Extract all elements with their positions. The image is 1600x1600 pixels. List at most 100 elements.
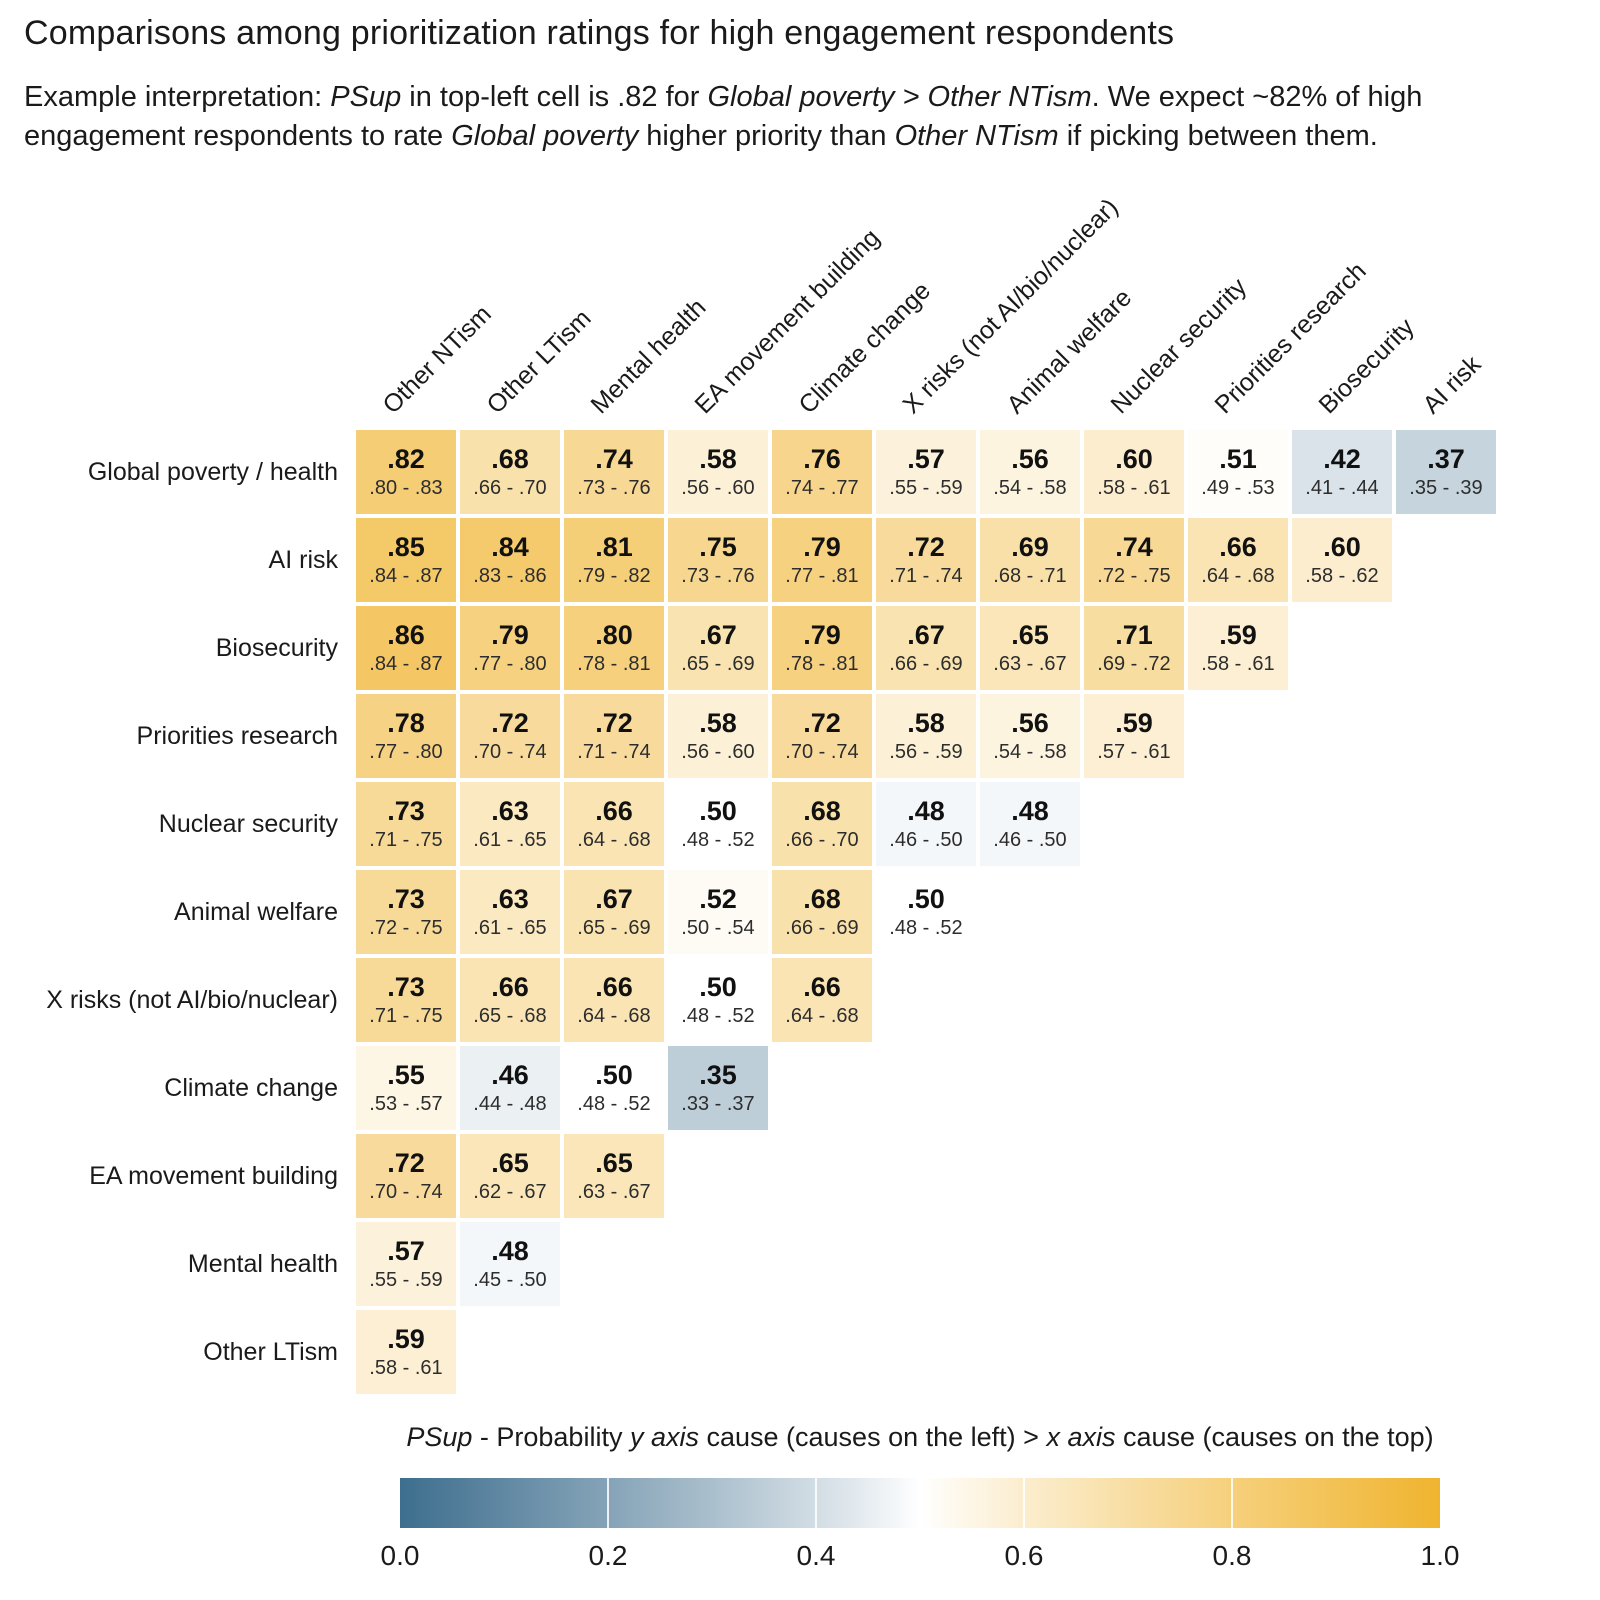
row-label: Other LTism [203, 1337, 338, 1366]
chart-title: Comparisons among prioritization ratings… [24, 14, 1175, 52]
text-segment: higher priority than [638, 120, 895, 152]
row-label: AI risk [268, 545, 338, 574]
cell-confidence-interval: .58 - .61 [369, 1357, 443, 1379]
heatmap-cell: .60 .58 - .62 [1292, 518, 1392, 602]
cell-confidence-interval: .77 - .80 [473, 653, 547, 675]
heatmap-cell: .68 .66 - .69 [772, 870, 872, 954]
legend-gradient [400, 1478, 1440, 1528]
cell-psup-value: .86 [387, 620, 425, 650]
cell-confidence-interval: .64 - .68 [785, 1005, 859, 1027]
heatmap-cell: .56 .54 - .58 [980, 694, 1080, 778]
heatmap-cell: .50 .48 - .52 [564, 1046, 664, 1130]
text-segment: cause (causes on the top) [1115, 1422, 1434, 1452]
heatmap-cell: .48 .46 - .50 [876, 782, 976, 866]
cell-confidence-interval: .69 - .72 [1097, 653, 1171, 675]
cell-confidence-interval: .70 - .74 [473, 741, 547, 763]
heatmap-cell: .51 .49 - .53 [1188, 430, 1288, 514]
cell-confidence-interval: .77 - .80 [369, 741, 443, 763]
cell-confidence-interval: .48 - .52 [681, 1005, 755, 1027]
cell-confidence-interval: .71 - .74 [577, 741, 651, 763]
heatmap-cell: .73 .71 - .75 [356, 782, 456, 866]
cell-confidence-interval: .77 - .81 [785, 565, 859, 587]
cell-confidence-interval: .68 - .71 [993, 565, 1067, 587]
heatmap-cell: .79 .78 - .81 [772, 606, 872, 690]
heatmap-cell: .66 .65 - .68 [460, 958, 560, 1042]
chart-subtitle: Example interpretation: PSup in top-left… [24, 78, 1556, 156]
heatmap-cell: .80 .78 - .81 [564, 606, 664, 690]
heatmap-cell: .66 .64 - .68 [772, 958, 872, 1042]
cell-confidence-interval: .58 - .61 [1097, 477, 1171, 499]
heatmap-grid: .82 .80 - .83 .68 .66 - .70 .74 .73 - .76 .58.… [356, 430, 1500, 1398]
cell-confidence-interval: .41 - .44 [1305, 477, 1379, 499]
cell-psup-value: .57 [907, 444, 945, 474]
cell-psup-value: .79 [803, 620, 841, 650]
cell-psup-value: .67 [595, 884, 633, 914]
legend-tick-mark [815, 1478, 817, 1528]
row-label: Mental health [187, 1249, 338, 1278]
heatmap-cell: .57 .55 - .59 [356, 1222, 456, 1306]
cell-psup-value: .50 [907, 884, 945, 914]
cell-confidence-interval: .73 - .76 [577, 477, 651, 499]
cell-psup-value: .56 [1011, 708, 1049, 738]
cell-psup-value: .50 [699, 796, 737, 826]
cell-confidence-interval: .61 - .65 [473, 917, 547, 939]
cell-confidence-interval: .70 - .74 [785, 741, 859, 763]
legend-tick-mark [1231, 1478, 1233, 1528]
heatmap-cell: .65 .62 - .67 [460, 1134, 560, 1218]
heatmap-cell: .63 .61 - .65 [460, 870, 560, 954]
cell-psup-value: .63 [491, 884, 529, 914]
cell-psup-value: .48 [1011, 796, 1049, 826]
heatmap-cell: .59 .58 - .61 [1188, 606, 1288, 690]
cell-psup-value: .81 [595, 532, 633, 562]
row-label: Priorities research [136, 721, 338, 750]
cell-psup-value: .67 [907, 620, 945, 650]
cell-psup-value: .72 [907, 532, 945, 562]
cell-confidence-interval: .58 - .62 [1305, 565, 1379, 587]
cell-psup-value: .65 [491, 1148, 529, 1178]
row-label: Climate change [164, 1073, 338, 1102]
cell-confidence-interval: .63 - .67 [577, 1181, 651, 1203]
cell-psup-value: .59 [1219, 620, 1257, 650]
cell-confidence-interval: .66 - .70 [785, 829, 859, 851]
column-header: AI risk [1417, 350, 1487, 420]
cell-psup-value: .60 [1115, 444, 1153, 474]
cell-psup-value: .68 [803, 796, 841, 826]
heatmap-cell: .69 .68 - .71 [980, 518, 1080, 602]
cell-psup-value: .71 [1115, 620, 1153, 650]
cell-confidence-interval: .71 - .75 [369, 1005, 443, 1027]
heatmap-cell: .58 .56 - .60 [668, 430, 768, 514]
cell-confidence-interval: .64 - .68 [577, 829, 651, 851]
cell-psup-value: .80 [595, 620, 633, 650]
cell-psup-value: .66 [1219, 532, 1257, 562]
heatmap-cell: .82 .80 - .83 [356, 430, 456, 514]
cell-confidence-interval: .44 - .48 [473, 1093, 547, 1115]
cell-psup-value: .78 [387, 708, 425, 738]
heatmap-cell: .78 .77 - .80 [356, 694, 456, 778]
cell-psup-value: .76 [803, 444, 841, 474]
cell-psup-value: .69 [1011, 532, 1049, 562]
cell-confidence-interval: .62 - .67 [473, 1181, 547, 1203]
cell-psup-value: .50 [595, 1060, 633, 1090]
legend-tick-mark [1023, 1478, 1025, 1528]
column-header: X risks (not AI/bio/nuclear) [897, 193, 1124, 420]
italic-text-segment: y axis [629, 1422, 699, 1452]
row-label: X risks (not AI/bio/nuclear) [46, 985, 338, 1014]
cell-psup-value: .74 [1115, 532, 1153, 562]
cell-confidence-interval: .83 - .86 [473, 565, 547, 587]
heatmap-cell: .57 .55 - .59 [876, 430, 976, 514]
cell-confidence-interval: .79 - .82 [577, 565, 651, 587]
heatmap-cell: .35 .33 - .37 [668, 1046, 768, 1130]
cell-psup-value: .46 [491, 1060, 529, 1090]
cell-confidence-interval: .56 - .59 [889, 741, 963, 763]
cell-psup-value: .82 [387, 444, 425, 474]
cell-psup-value: .58 [907, 708, 945, 738]
cell-confidence-interval: .48 - .52 [889, 917, 963, 939]
heatmap-cell: .81 .79 - .82 [564, 518, 664, 602]
cell-confidence-interval: .84 - .87 [369, 653, 443, 675]
legend-title: PSup - Probability y axis cause (causes … [400, 1422, 1440, 1453]
cell-confidence-interval: .74 - .77 [785, 477, 859, 499]
cell-psup-value: .66 [803, 972, 841, 1002]
heatmap-cell: .72 .70 - .74 [460, 694, 560, 778]
cell-psup-value: .59 [387, 1324, 425, 1354]
